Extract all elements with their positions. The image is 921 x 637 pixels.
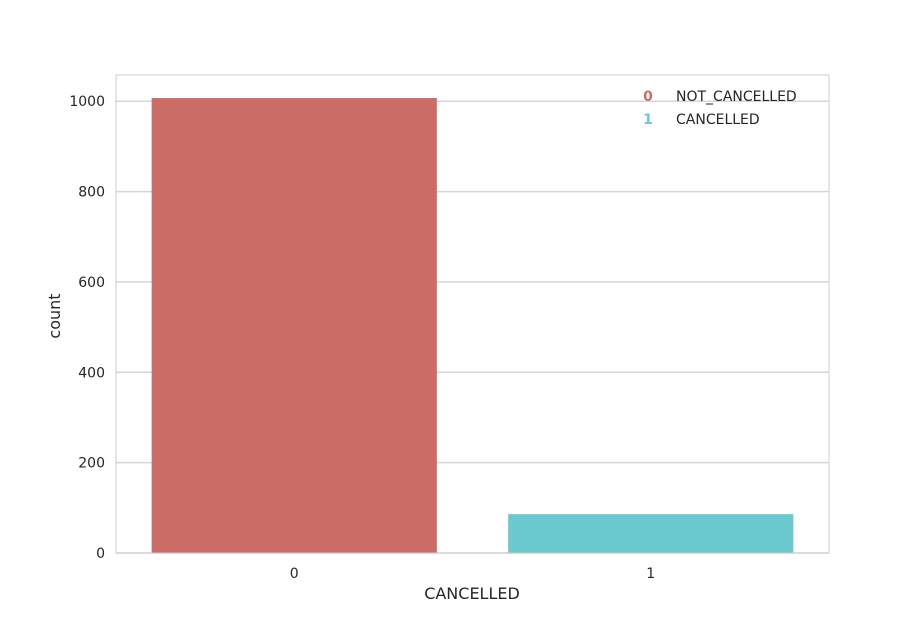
legend-label: NOT_CANCELLED <box>676 89 797 105</box>
bars <box>151 98 794 553</box>
x-tick-label: 0 <box>290 566 299 582</box>
y-tick-label: 200 <box>78 456 105 472</box>
y-tick-label: 0 <box>96 546 105 562</box>
y-tick-label: 600 <box>78 275 105 291</box>
y-tick-label: 400 <box>78 365 105 381</box>
x-tick-label: 1 <box>646 566 655 582</box>
bar-1 <box>508 514 794 553</box>
x-axis-label: CANCELLED <box>424 584 520 603</box>
legend-marker: 0 <box>643 89 653 105</box>
plot-frame <box>115 74 830 554</box>
y-tick-label: 1000 <box>69 94 105 110</box>
y-tick-labels: 0 200 400 600 800 1000 <box>69 94 105 562</box>
y-tick-label: 800 <box>78 185 105 201</box>
legend: 0 NOT_CANCELLED 1 CANCELLED <box>643 89 797 128</box>
y-axis-label: count <box>45 293 64 338</box>
bar-0 <box>151 98 437 553</box>
legend-label: CANCELLED <box>676 112 760 128</box>
legend-marker: 1 <box>643 112 653 128</box>
